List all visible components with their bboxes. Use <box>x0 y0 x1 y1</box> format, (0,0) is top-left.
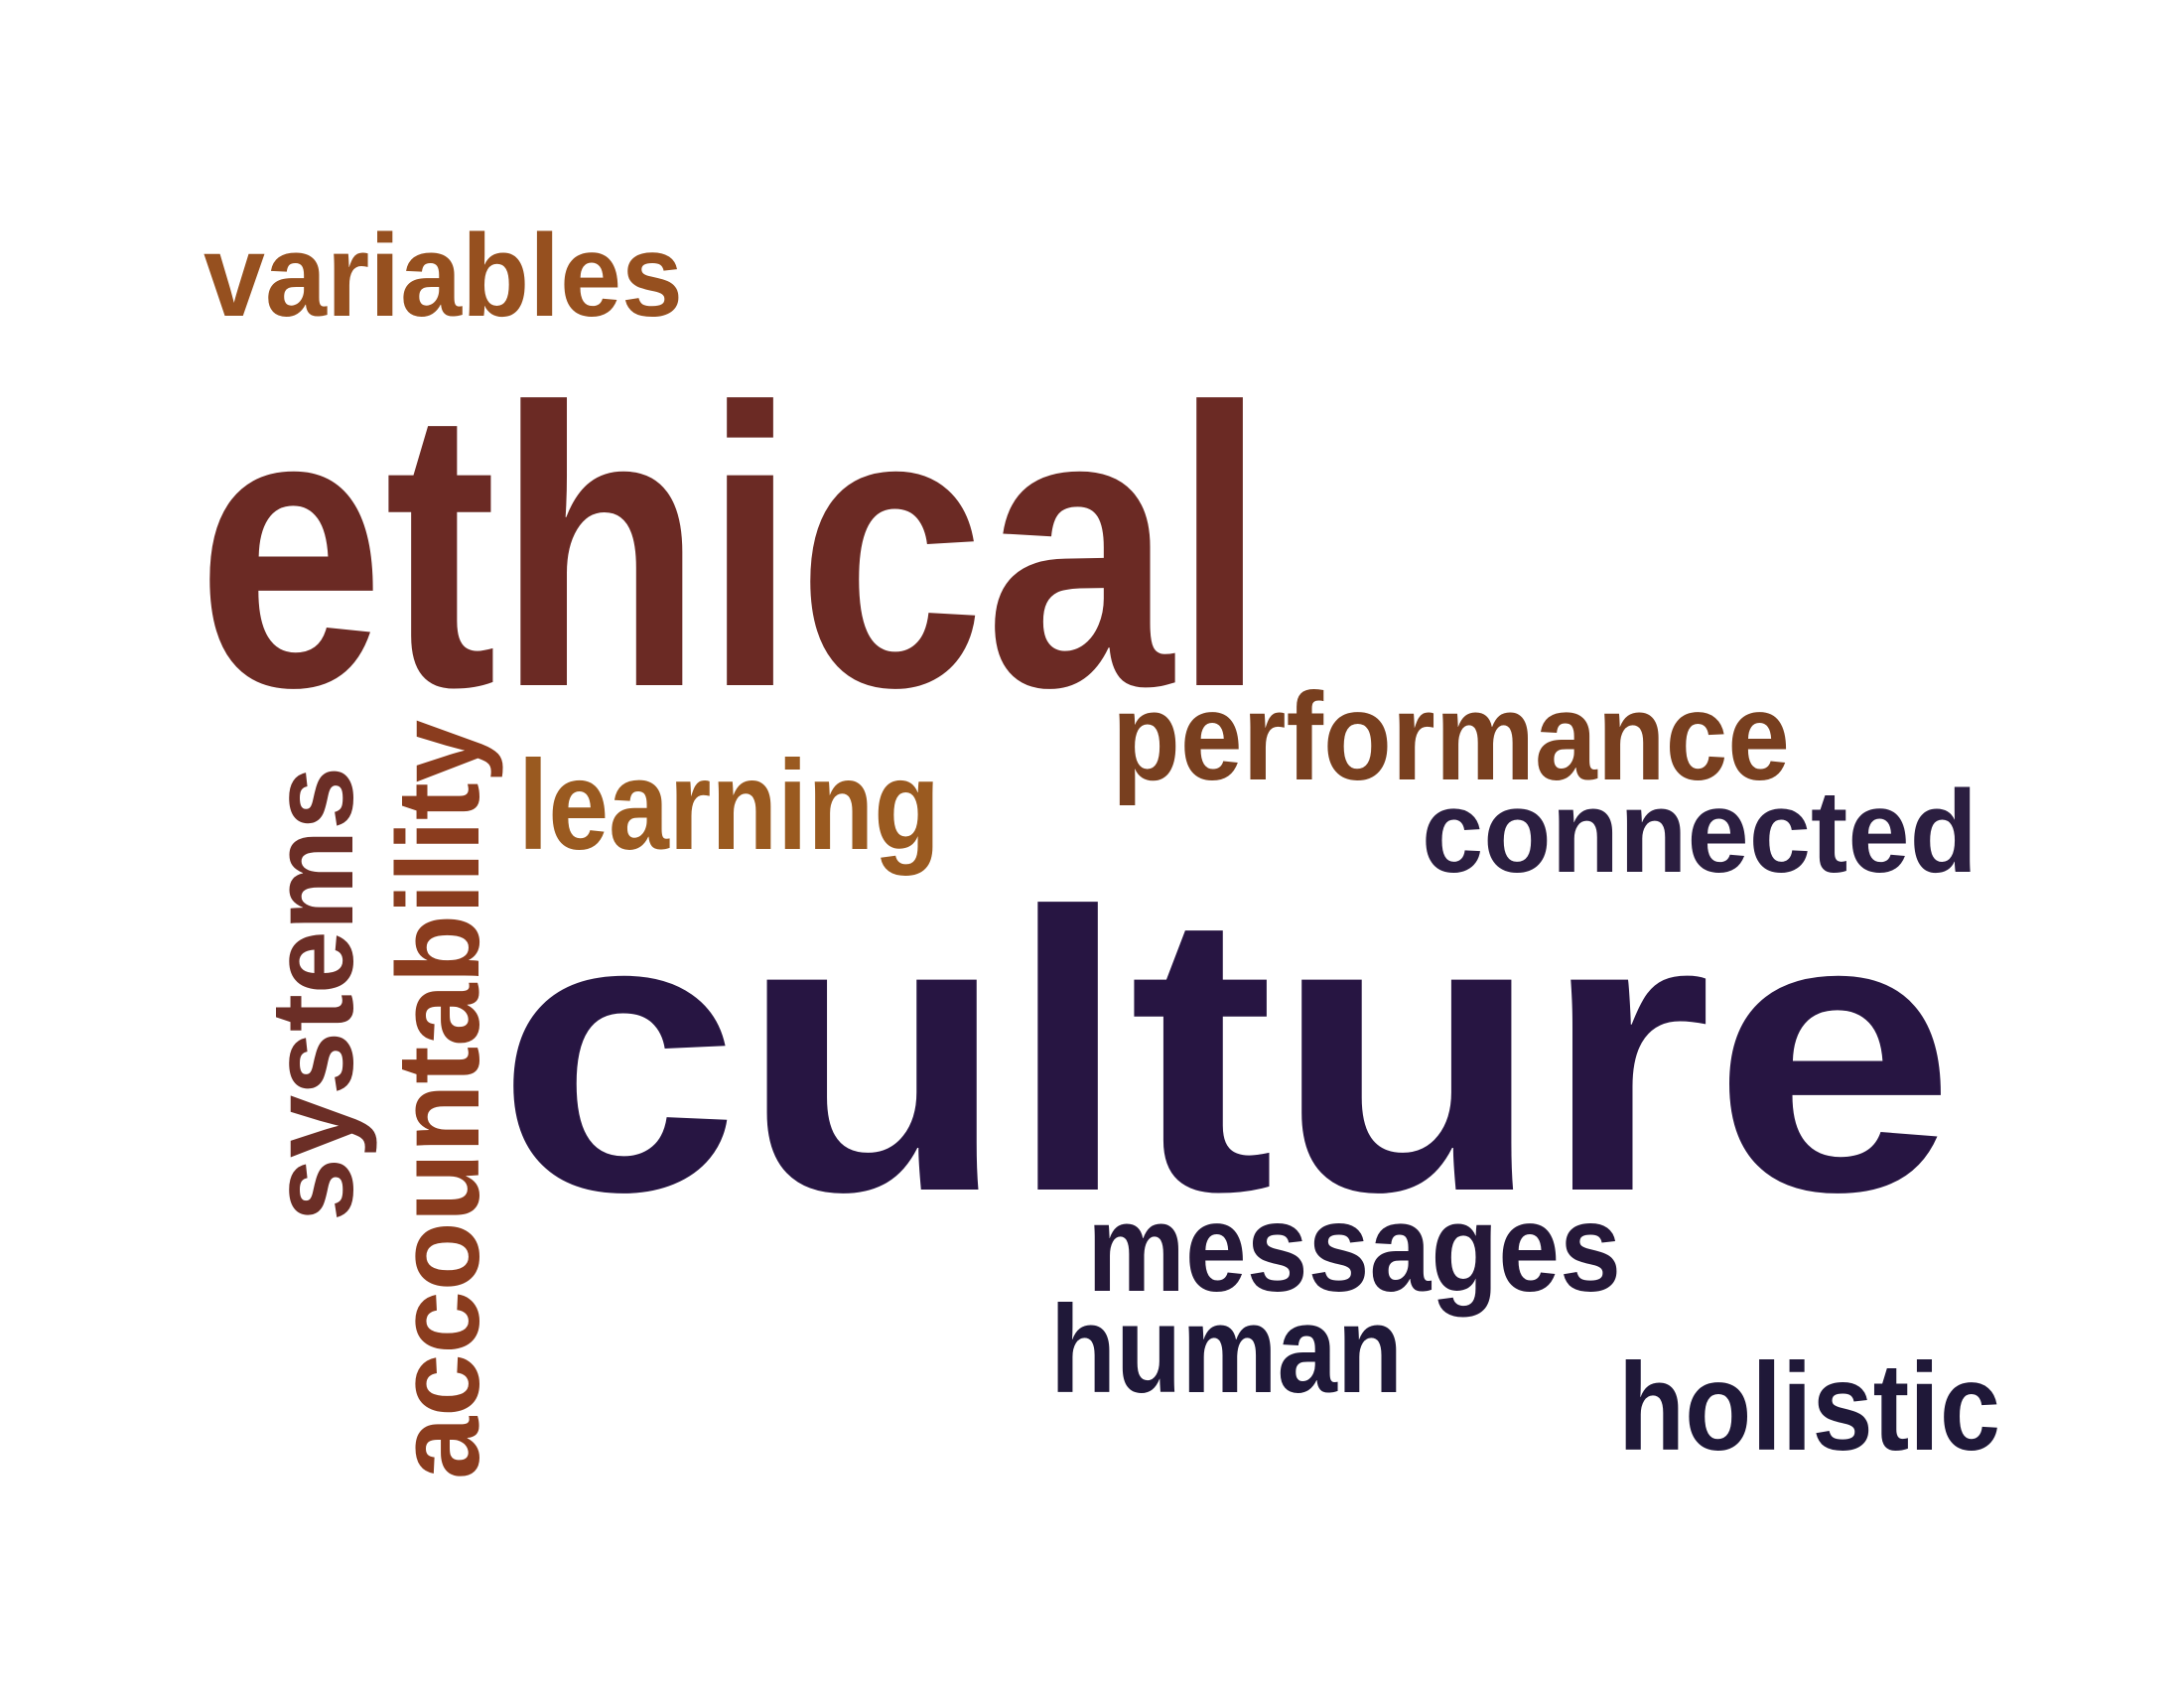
word-holistic: holistic <box>1618 1338 2000 1477</box>
word-ethical: ethical <box>197 326 1267 770</box>
word-culture: culture <box>496 830 1956 1274</box>
word-accountability: accountability <box>373 720 504 1479</box>
word-connected: connected <box>1422 767 1978 898</box>
word-variables: variables <box>204 211 683 342</box>
word-human: human <box>1050 1281 1403 1419</box>
word-learning: learning <box>518 735 940 877</box>
word-systems: systems <box>247 767 378 1221</box>
word-messages: messages <box>1087 1180 1621 1318</box>
word-performance: performance <box>1112 668 1790 806</box>
